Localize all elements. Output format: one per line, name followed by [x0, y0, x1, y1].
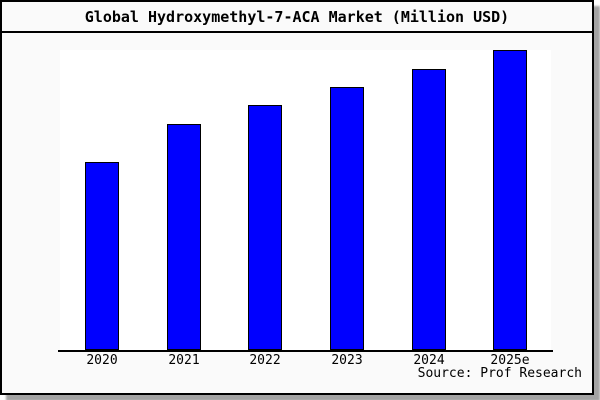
x-tick-label-2024: 2024 — [413, 353, 445, 368]
bar-2022 — [248, 105, 282, 350]
plot-area — [60, 50, 551, 350]
chart-window: Global Hydroxymethyl-7-ACA Market (Milli… — [0, 0, 594, 395]
x-tick-label-2023: 2023 — [331, 353, 363, 368]
chart-title: Global Hydroxymethyl-7-ACA Market (Milli… — [84, 7, 510, 26]
x-axis-line — [58, 350, 553, 352]
bar-2023 — [330, 87, 364, 350]
chart-title-bar: Global Hydroxymethyl-7-ACA Market (Milli… — [2, 2, 592, 33]
bar-2020 — [85, 162, 119, 350]
x-tick-label-2021: 2021 — [168, 353, 200, 368]
bar-2025e — [493, 50, 527, 350]
x-tick-label-2020: 2020 — [86, 353, 118, 368]
x-tick-label-2025e: 2025e — [490, 353, 530, 368]
bar-2024 — [412, 69, 446, 350]
x-tick-label-2022: 2022 — [249, 353, 281, 368]
source-note: Source: Prof Research — [417, 366, 582, 381]
bar-2021 — [167, 124, 201, 350]
